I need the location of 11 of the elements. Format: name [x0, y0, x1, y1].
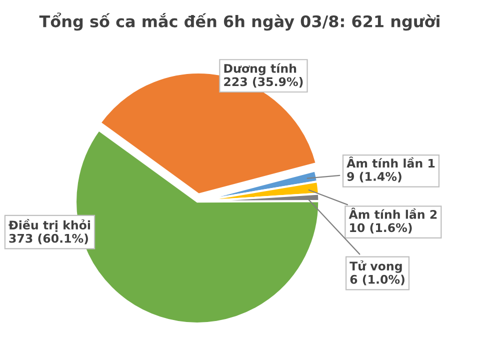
slice-label: Âm tính lần 2: [348, 208, 437, 219]
chart-title: Tổng số ca mắc đến 6h ngày 03/8: 621 người: [39, 12, 440, 31]
slice-label: Âm tính lần 1: [346, 156, 435, 168]
slice-label: Dương tính: [224, 63, 296, 76]
data-label: 9 (1.4%): [347, 172, 402, 182]
slice-label: Điều trị khỏi: [8, 219, 90, 232]
data-label: 373 (60.1%): [9, 234, 88, 244]
data-label: 10 (1.6%): [350, 222, 412, 234]
slice-label: Tử vong: [350, 260, 402, 273]
data-label: 223 (35.9%): [224, 77, 303, 88]
data-label: 6 (1.0%): [350, 274, 404, 286]
